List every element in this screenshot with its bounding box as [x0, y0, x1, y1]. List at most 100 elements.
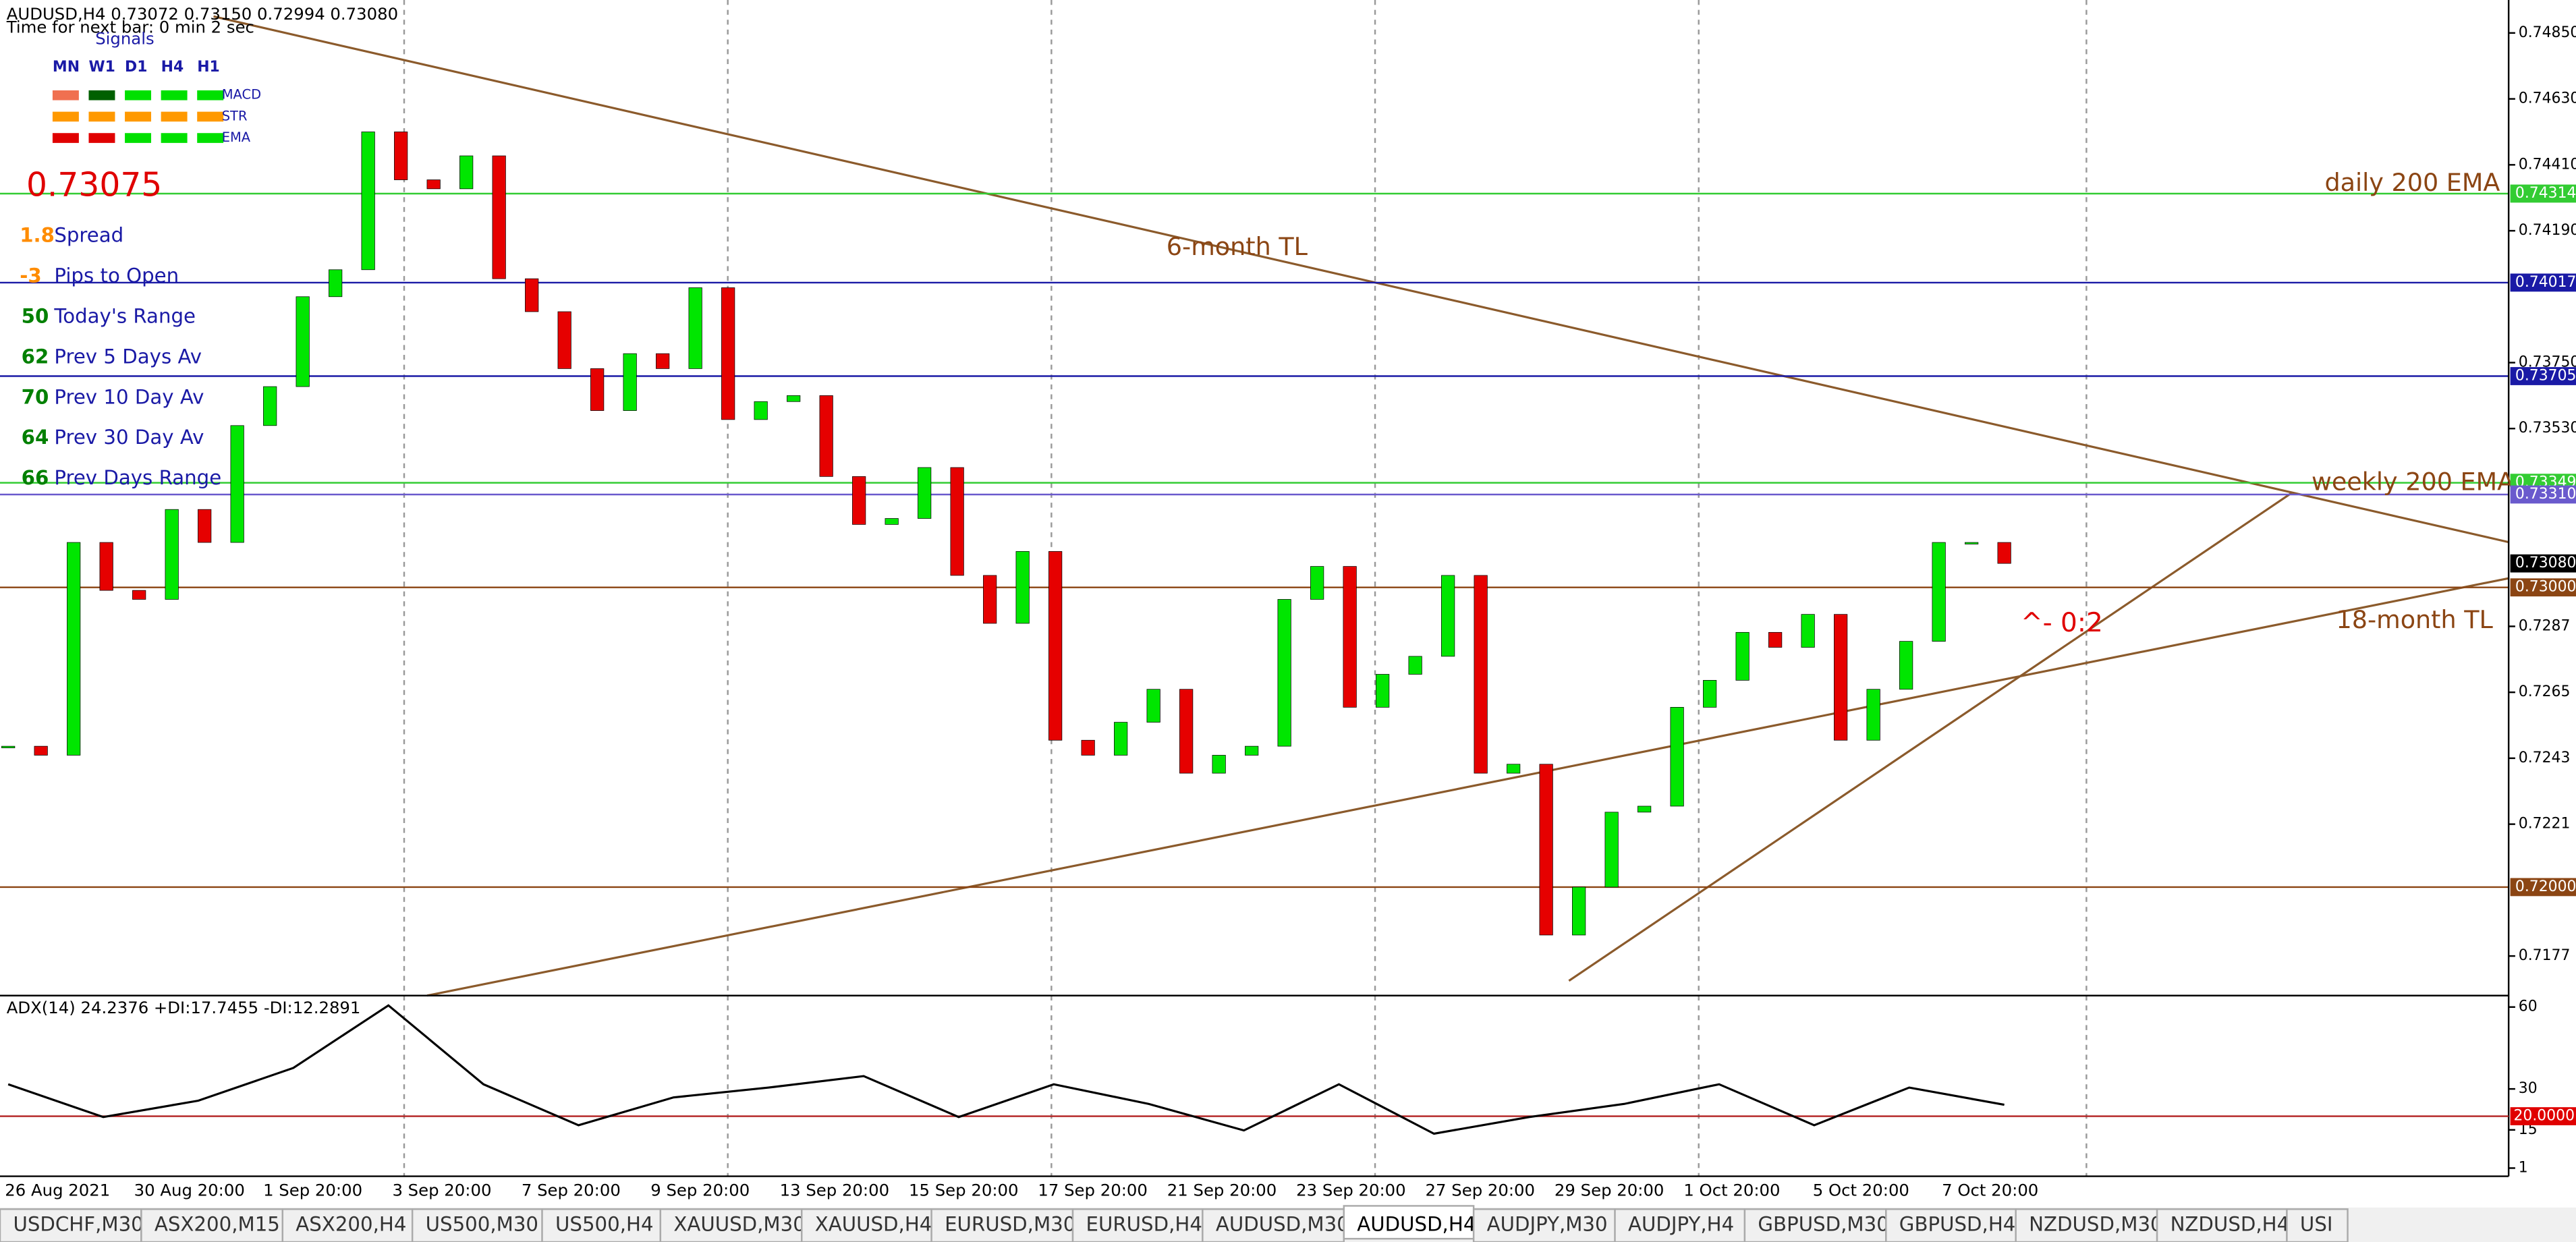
tab[interactable]: US500,H4: [541, 1208, 662, 1242]
timer: Time for next bar: 0 min 2 sec: [6, 17, 254, 36]
tab[interactable]: AUDJPY,H4: [1614, 1208, 1746, 1242]
tab[interactable]: AUDUSD,H4: [1343, 1205, 1476, 1240]
tab[interactable]: XAUUSD,H4: [801, 1208, 932, 1242]
adx-tick-label: 1: [2519, 1159, 2528, 1176]
annotation: ^- 0:2: [2021, 608, 2103, 638]
y-tick-label: 0.73530: [2519, 420, 2576, 436]
tab[interactable]: USI: [2286, 1208, 2349, 1242]
tab[interactable]: EURUSD,H4: [1071, 1208, 1204, 1242]
timeframe: D1: [125, 59, 147, 76]
info-value: 64: [22, 426, 49, 449]
x-tick-label: 17 Sep 20:00: [1038, 1181, 1147, 1200]
signal: [125, 133, 152, 143]
signals-title: Signals: [95, 28, 154, 48]
candle: [34, 745, 48, 756]
y-tick-label: 0.74410: [2519, 156, 2576, 173]
annotation: 6-month TL: [1167, 232, 1308, 261]
price: 0.73075: [26, 167, 162, 204]
tab-label: ASX200,H4: [296, 1213, 406, 1236]
tab[interactable]: GBPUSD,M30: [1743, 1208, 1889, 1242]
tab[interactable]: XAUUSD,M30: [659, 1208, 806, 1242]
x-tick-label: 5 Oct 20:00: [1813, 1181, 1909, 1200]
tab-bg: [1885, 1208, 2017, 1242]
candle: [1965, 542, 1979, 544]
signal: [88, 90, 115, 101]
candle: [1932, 542, 1946, 642]
tab-bg: [930, 1208, 1074, 1242]
x-tick-label: 3 Sep 20:00: [392, 1181, 491, 1200]
tab-label: US500,H4: [555, 1213, 654, 1236]
candle: [67, 542, 81, 756]
candle: [787, 395, 801, 402]
candle: [1179, 689, 1194, 774]
adx-title: ADX(14) 24.2376 +DI:17.7455 -DI:12.2891: [7, 998, 361, 1017]
tab[interactable]: AUDUSD,M30: [1202, 1208, 1349, 1242]
trendline: [426, 577, 2509, 997]
y-tick-label: 0.74190: [2519, 222, 2576, 239]
symbol-line: AUDUSD,H4 0.73072 0.73150 0.72994 0.7308…: [7, 4, 398, 24]
timeframe: W1: [88, 59, 115, 76]
candle: [754, 401, 768, 420]
level-box: [2510, 367, 2576, 385]
candle: [1015, 551, 1030, 624]
tab[interactable]: ASX200,H4: [281, 1208, 414, 1242]
tab[interactable]: ASX200,M15: [140, 1208, 284, 1242]
y-tick-label: 0.7177: [2519, 947, 2571, 964]
tab[interactable]: EURUSD,M30: [930, 1208, 1076, 1242]
candle: [1408, 656, 1422, 675]
level-label: 0.73000: [2515, 579, 2576, 596]
x-tick-label: 30 Aug 20:00: [134, 1181, 245, 1200]
candle: [1670, 707, 1684, 807]
candle: [623, 353, 637, 411]
x-tick-label: 15 Sep 20:00: [909, 1181, 1018, 1200]
tab-bg: [1472, 1208, 1616, 1242]
info-label: Prev Days Range: [54, 466, 221, 489]
tab-label: AUDJPY,M30: [1487, 1213, 1608, 1236]
candle: [99, 542, 113, 591]
candle: [263, 386, 277, 426]
adx-line: [7, 1004, 2005, 1135]
signal: [52, 133, 79, 143]
candle: [1539, 764, 1553, 936]
y-tick-label: 0.74630: [2519, 90, 2576, 107]
candle: [459, 155, 474, 190]
candle: [819, 395, 833, 477]
tab[interactable]: USDCHF,M30: [0, 1208, 144, 1242]
candle: [1441, 575, 1455, 657]
info-value: 62: [22, 345, 49, 368]
level-label: 0.73310: [2515, 486, 2576, 503]
tab[interactable]: NZDUSD,M30: [2015, 1208, 2163, 1242]
candle: [1997, 542, 2011, 564]
adx-tick-label: 60: [2519, 998, 2538, 1015]
candle: [1343, 566, 1357, 708]
level-box: [2510, 578, 2576, 597]
candle: [1146, 689, 1160, 723]
level-box: [2510, 554, 2576, 573]
signal: [52, 90, 79, 101]
x-tick-label: 7 Oct 20:00: [1942, 1181, 2038, 1200]
tab[interactable]: NZDUSD,H4: [2156, 1208, 2289, 1242]
info-value: 66: [22, 466, 49, 489]
candle: [1572, 886, 1586, 936]
tab[interactable]: US500,M30: [411, 1208, 543, 1242]
x-tick-label: 1 Oct 20:00: [1683, 1181, 1780, 1200]
candle: [688, 287, 702, 369]
level-label: 0.74017: [2515, 274, 2576, 291]
candle: [1899, 641, 1913, 690]
info-value: 1.8: [20, 224, 55, 247]
candle: [1866, 689, 1880, 741]
candle: [1310, 566, 1324, 600]
tab[interactable]: GBPUSD,H4: [1885, 1208, 2017, 1242]
indicator: EMA: [222, 130, 251, 145]
signal: [88, 133, 115, 143]
level-box: [2510, 485, 2576, 504]
candle: [1604, 812, 1619, 888]
trendline: [1568, 492, 2293, 982]
level-label: 0.73705: [2515, 368, 2576, 385]
candle: [1376, 674, 1390, 708]
candle: [590, 368, 605, 411]
candle: [983, 575, 997, 624]
y-tick-label: 0.7265: [2519, 683, 2571, 700]
tab-label: ASX200,M15: [155, 1213, 280, 1236]
tab[interactable]: AUDJPY,M30: [1472, 1208, 1616, 1242]
